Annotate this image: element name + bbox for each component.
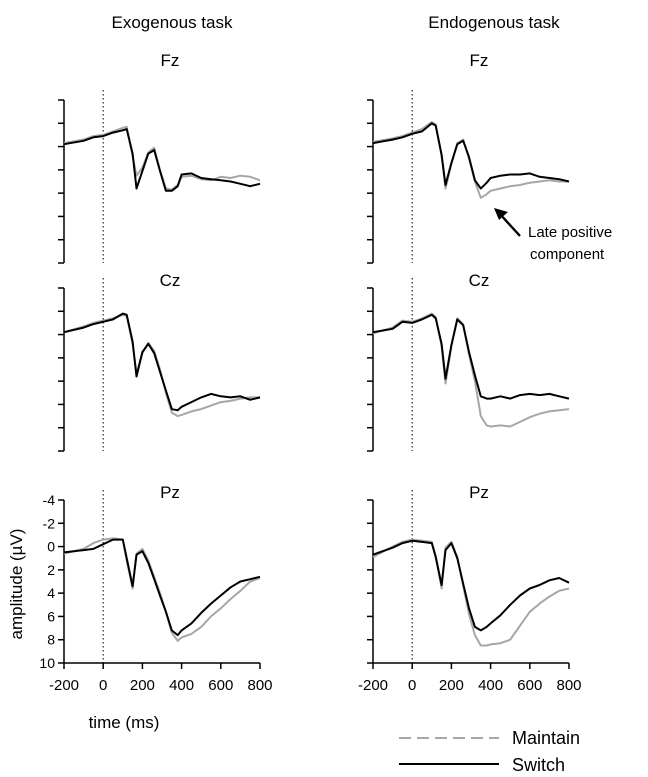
panel-exogenous-fz: Fz xyxy=(58,51,261,264)
y-tick-label: 6 xyxy=(47,608,55,624)
panel-endogenous-pz: Pz -200 0 200 400 600 800 xyxy=(358,483,582,694)
y-axis-label: amplitude (µV) xyxy=(7,529,26,640)
series-line-switch xyxy=(63,128,261,192)
series-line-switch xyxy=(63,312,261,412)
series-line-switch xyxy=(372,313,570,400)
y-tick-label: 8 xyxy=(47,632,55,648)
x-tick-label: -200 xyxy=(49,677,79,694)
legend: Maintain Switch xyxy=(399,728,580,775)
x-axis-label: time (ms) xyxy=(89,713,160,732)
x-tick-label: 0 xyxy=(408,677,416,694)
column-title-exogenous: Exogenous task xyxy=(112,13,233,32)
y-tick-label: -2 xyxy=(43,515,56,531)
x-tick-label: 400 xyxy=(478,677,503,694)
y-tick-label: 4 xyxy=(47,585,55,601)
y-tick-label: 0 xyxy=(47,539,55,555)
y-tick-label: 2 xyxy=(47,562,55,578)
series-line-maintain xyxy=(372,312,570,428)
x-tick-label: 800 xyxy=(247,677,272,694)
legend-maintain-label: Maintain xyxy=(512,728,580,748)
series-line-maintain xyxy=(63,313,260,418)
panel-exogenous-pz: Pz -4 -2 0 2 4 6 8 10 -200 0 200 400 600 800 xyxy=(39,483,272,694)
panel-endogenous-cz: Cz xyxy=(367,271,570,452)
panel-endogenous-fz: Fz xyxy=(367,51,570,264)
x-tick-label: 0 xyxy=(99,677,107,694)
annotation-line-1: Late positive xyxy=(528,224,612,241)
panel-title-endogenous-fz: Fz xyxy=(470,51,489,70)
x-tick-label: 200 xyxy=(130,677,155,694)
x-tick-label: 600 xyxy=(208,677,233,694)
y-tick-label: -4 xyxy=(43,492,56,508)
series-line-switch xyxy=(372,539,570,632)
series-line-switch xyxy=(63,538,261,637)
panel-title-exogenous-fz: Fz xyxy=(161,51,180,70)
x-tick-label: -200 xyxy=(358,677,388,694)
y-tick-label: 10 xyxy=(39,655,55,671)
series-line-maintain xyxy=(372,538,570,647)
x-tick-label: 400 xyxy=(169,677,194,694)
series-line-maintain xyxy=(63,537,261,642)
x-tick-label: 800 xyxy=(556,677,581,694)
panel-title-endogenous-cz: Cz xyxy=(469,271,490,290)
panel-title-exogenous-cz: Cz xyxy=(160,271,181,290)
legend-switch-label: Switch xyxy=(512,755,565,775)
x-tick-label: 600 xyxy=(517,677,542,694)
annotation-line-2: component xyxy=(530,246,605,263)
panel-title-endogenous-pz: Pz xyxy=(469,483,489,502)
x-tick-label: 200 xyxy=(439,677,464,694)
arrow-up-left-icon xyxy=(494,208,521,237)
series-line-switch xyxy=(372,122,570,190)
late-positive-annotation: Late positive component xyxy=(494,208,612,263)
column-title-endogenous: Endogenous task xyxy=(428,13,560,32)
panel-title-exogenous-pz: Pz xyxy=(160,483,180,502)
panel-exogenous-cz: Cz xyxy=(58,271,261,452)
series-line-maintain xyxy=(372,121,569,199)
